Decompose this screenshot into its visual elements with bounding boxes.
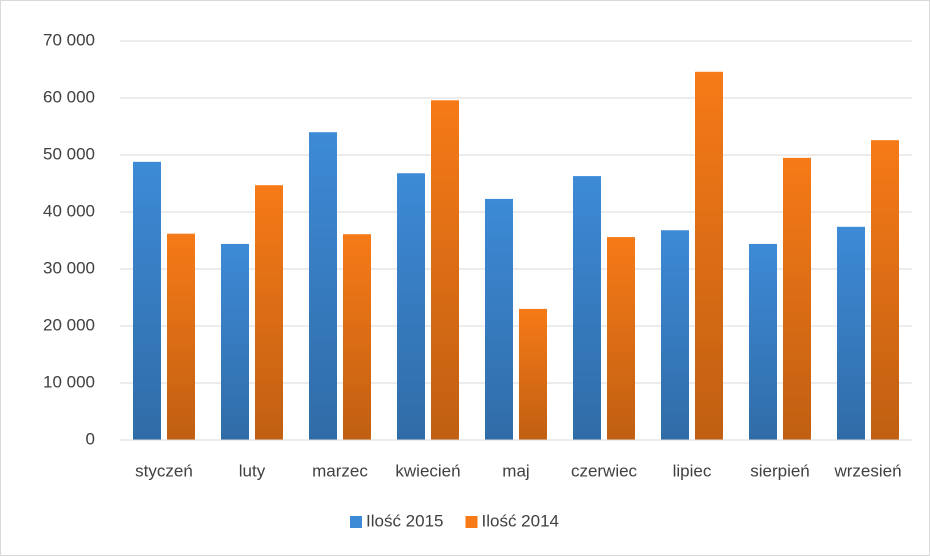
bar-shade [573, 176, 601, 440]
bar-shade [749, 243, 777, 440]
legend-swatch [465, 516, 478, 528]
y-tick-label: 60 000 [43, 87, 95, 106]
x-tick-label: styczeń [135, 461, 193, 480]
bar-shade [221, 243, 249, 440]
x-tick-label: wrzesień [833, 461, 901, 480]
bar-shade [133, 161, 161, 440]
y-tick-label: 50 000 [43, 144, 95, 163]
bar-shade [343, 234, 371, 440]
x-tick-label: luty [239, 461, 266, 480]
bar-shade [519, 308, 547, 440]
bar-shade [783, 157, 811, 440]
y-tick-label: 40 000 [43, 201, 95, 220]
bar-shade [431, 100, 459, 440]
bar-shade [255, 185, 283, 440]
legend-swatch [350, 516, 362, 528]
bar-shade [871, 140, 899, 440]
y-tick-label: 0 [86, 429, 95, 448]
x-tick-label: sierpień [750, 461, 810, 480]
bar-shade [837, 226, 865, 440]
x-tick-label: maj [502, 461, 529, 480]
x-tick-label: marzec [312, 461, 368, 480]
y-tick-label: 20 000 [43, 315, 95, 334]
y-tick-label: 10 000 [43, 372, 95, 391]
legend-label: Ilość 2015 [366, 511, 444, 530]
bar-shade [607, 237, 635, 440]
x-tick-label: lipiec [673, 461, 712, 480]
legend-label: Ilość 2014 [482, 511, 560, 530]
bar-shade [485, 198, 513, 440]
bar-shade [309, 132, 337, 440]
x-tick-label: kwiecień [395, 461, 460, 480]
y-tick-label: 30 000 [43, 258, 95, 277]
y-tick-label: 70 000 [43, 30, 95, 49]
bar-shade [167, 233, 195, 440]
bar-shade [695, 71, 723, 440]
bar-shade [661, 230, 689, 440]
x-tick-label: czerwiec [571, 461, 638, 480]
bar-shade [397, 173, 425, 441]
